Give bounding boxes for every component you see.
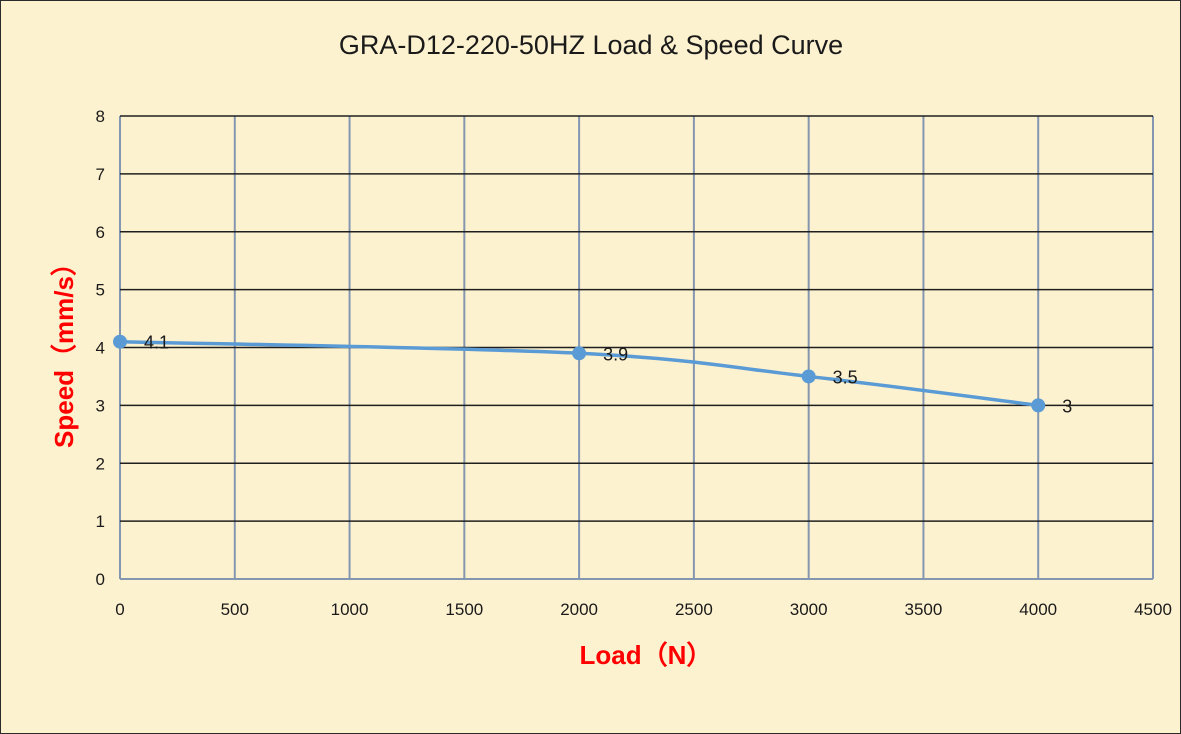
x-axis-title: Load（N） [580, 640, 713, 670]
chart-title: GRA-D12-220-50HZ Load & Speed Curve [339, 30, 843, 60]
y-tick-label: 4 [96, 339, 105, 358]
data-label: 3.5 [833, 367, 858, 387]
series-line [118, 339, 1040, 408]
x-tick-label: 1000 [331, 600, 369, 619]
x-tick-label: 1500 [445, 600, 483, 619]
y-tick-label: 0 [96, 570, 105, 589]
grid-layer [119, 115, 1154, 580]
data-label: 4.1 [144, 333, 169, 353]
x-tick-label: 0 [115, 600, 124, 619]
y-tick-label: 1 [96, 512, 105, 531]
y-tick-label: 7 [96, 165, 105, 184]
data-point [801, 369, 816, 384]
x-tick-label: 3000 [790, 600, 828, 619]
x-tick-label: 500 [221, 600, 249, 619]
y-tick-label: 2 [96, 454, 105, 473]
y-tick-label: 6 [96, 223, 105, 242]
data-label: 3 [1062, 396, 1072, 416]
data-point [572, 346, 587, 361]
data-point [1031, 398, 1046, 413]
x-tick-label: 2000 [560, 600, 598, 619]
data-point [113, 334, 127, 349]
y-axis-title: Speed（mm/s） [49, 250, 79, 448]
label-layer: 0 500 1000 1500 2000 2500 3000 3500 4000 4500 0 1 2 3… [96, 107, 1172, 619]
x-tick-label: 4000 [1019, 600, 1057, 619]
x-tick-label: 2500 [675, 600, 713, 619]
y-tick-label: 5 [96, 281, 105, 300]
data-label: 3.9 [603, 344, 628, 364]
y-tick-label: 3 [96, 396, 105, 415]
x-tick-label: 4500 [1134, 600, 1172, 619]
series-layer [113, 334, 1046, 413]
x-tick-label: 3500 [905, 600, 943, 619]
y-tick-label: 8 [96, 107, 105, 126]
